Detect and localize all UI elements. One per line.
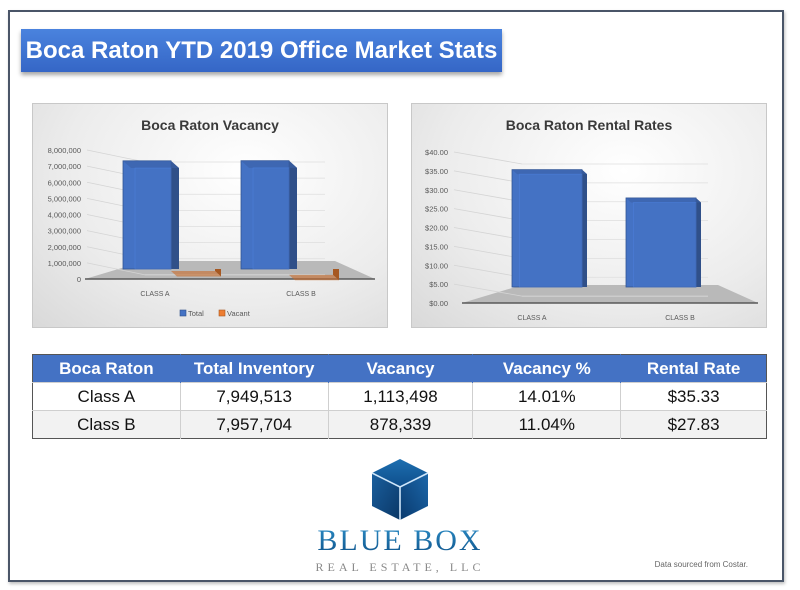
cell-vacancy: 1,113,498 bbox=[328, 382, 474, 411]
bar-total-class-b-front bbox=[240, 160, 290, 270]
y-tick-label: 7,000,000 bbox=[48, 162, 81, 171]
bar-vacant-class-b-side bbox=[333, 269, 339, 281]
bar-rental-rate-class-a-side bbox=[582, 169, 587, 287]
bar-total-class-b-side bbox=[289, 160, 297, 269]
gridline-diag bbox=[453, 170, 523, 184]
chart-floor bbox=[462, 285, 758, 303]
y-tick-label: 2,000,000 bbox=[48, 243, 81, 252]
cell-vacancy-percent: 14.01% bbox=[472, 382, 622, 411]
gridline-diag bbox=[86, 262, 146, 276]
table-row: Class A 7,949,513 1,113,498 14.01% $35.3… bbox=[32, 382, 767, 411]
y-tick-label: $35.00 bbox=[425, 167, 448, 176]
bar-rental-rate-class-b-front bbox=[625, 197, 697, 288]
x-tick-label: CLASS A bbox=[140, 291, 170, 298]
header-rental-rate: Rental Rate bbox=[620, 354, 767, 383]
bar-total-class-a bbox=[122, 160, 179, 270]
rental-rates-chart: Boca Raton Rental Rates $0.00 $5.00 $10.00… bbox=[411, 103, 767, 328]
gridline-diag bbox=[453, 264, 523, 278]
cell-vacancy: 878,339 bbox=[328, 410, 474, 439]
source-note: Data sourced from Costar. bbox=[654, 560, 748, 569]
blue-box-logo: BLUE BOX REAL ESTATE, LLC bbox=[310, 456, 490, 580]
header-vacancy-percent: Vacancy % bbox=[472, 354, 622, 383]
cell-rental-rate: $27.83 bbox=[620, 410, 767, 439]
y-tick-label: 3,000,000 bbox=[48, 227, 81, 236]
market-stats-table: Boca Raton Total Inventory Vacancy Vacan… bbox=[32, 354, 767, 439]
x-tick-label: CLASS B bbox=[286, 291, 316, 298]
gridline-diag bbox=[453, 227, 523, 240]
cell-rental-rate: $35.33 bbox=[620, 382, 767, 411]
bar-total-class-a-top bbox=[123, 160, 179, 169]
bar-vacant-class-b-top bbox=[289, 274, 339, 281]
table-row: Class B 7,957,704 878,339 11.04% $27.83 bbox=[32, 410, 767, 439]
rental-rates-chart-plot: $0.00 $5.00 $10.00 $15.00 $20.00 $25.00 $30.00… bbox=[425, 148, 758, 322]
y-tick-label: 8,000,000 bbox=[48, 146, 81, 155]
y-tick-label: $5.00 bbox=[429, 280, 448, 289]
cell-total-inventory: 7,949,513 bbox=[180, 382, 329, 411]
gridline-diag bbox=[453, 151, 523, 165]
y-tick-label: $15.00 bbox=[425, 242, 448, 251]
vacancy-chart-plot: 0 1,000,000 2,000,000 3,000,000 4,000,000 5,0… bbox=[48, 146, 375, 318]
logo-subtitle: REAL ESTATE, LLC bbox=[315, 560, 485, 574]
gridline-diag bbox=[86, 149, 146, 163]
y-tick-label: 1,000,000 bbox=[48, 259, 81, 268]
bar-rental-rate-class-b-side bbox=[696, 197, 701, 287]
x-tick-label: CLASS B bbox=[665, 315, 695, 322]
gridline-diag bbox=[453, 189, 523, 203]
bar-vacant-class-a-top bbox=[171, 271, 221, 277]
legend-label-total: Total bbox=[188, 309, 204, 318]
legend-swatch-vacant bbox=[218, 309, 226, 317]
vacancy-chart-title: Boca Raton Vacancy bbox=[141, 117, 279, 133]
bar-total-class-b bbox=[240, 160, 297, 270]
cell-class: Class B bbox=[32, 410, 181, 439]
vacancy-chart: Boca Raton Vacancy 0 1,000,000 2,000,000 3,… bbox=[32, 103, 388, 328]
gridline-diag bbox=[453, 283, 523, 297]
logo-name: BLUE BOX bbox=[310, 524, 490, 558]
page-title-banner: Boca Raton YTD 2019 Office Market Stats bbox=[21, 29, 502, 72]
y-tick-label: $0.00 bbox=[429, 299, 448, 308]
y-tick-label: $40.00 bbox=[425, 148, 448, 157]
bar-vacant-class-a bbox=[171, 269, 221, 277]
rental-rates-chart-title: Boca Raton Rental Rates bbox=[505, 117, 673, 133]
page-title: Boca Raton YTD 2019 Office Market Stats bbox=[25, 36, 498, 64]
cell-total-inventory: 7,957,704 bbox=[180, 410, 329, 439]
y-tick-label: $10.00 bbox=[425, 261, 448, 270]
cell-class: Class A bbox=[32, 382, 181, 411]
bar-total-class-b-top bbox=[241, 160, 297, 168]
bar-rental-rate-class-a-top bbox=[512, 169, 587, 175]
y-tick-label: $20.00 bbox=[425, 224, 448, 233]
bar-rental-rate-class-b bbox=[625, 197, 701, 288]
y-tick-label: 6,000,000 bbox=[48, 178, 81, 187]
gridline-diag bbox=[453, 208, 523, 222]
legend-swatch-total bbox=[179, 309, 187, 317]
header-vacancy: Vacancy bbox=[328, 354, 474, 383]
table-header-row: Boca Raton Total Inventory Vacancy Vacan… bbox=[32, 354, 767, 383]
y-tick-label: $30.00 bbox=[425, 186, 448, 195]
y-tick-label: 0 bbox=[77, 275, 81, 284]
y-tick-label: 5,000,000 bbox=[48, 194, 81, 203]
gridline-diag bbox=[453, 245, 523, 259]
bar-rental-rate-class-b-top bbox=[626, 197, 701, 203]
bar-vacant-class-b bbox=[289, 269, 339, 281]
bar-total-class-a-front bbox=[122, 160, 172, 270]
x-tick-label: CLASS A bbox=[517, 315, 547, 322]
y-tick-label: 4,000,000 bbox=[48, 211, 81, 220]
bar-total-class-a-side bbox=[171, 160, 179, 269]
bar-rental-rate-class-a-front bbox=[511, 169, 583, 288]
header-market: Boca Raton bbox=[32, 354, 181, 383]
header-total-inventory: Total Inventory bbox=[180, 354, 329, 383]
bar-rental-rate-class-a bbox=[511, 169, 587, 288]
cell-vacancy-percent: 11.04% bbox=[472, 410, 622, 439]
legend-label-vacant: Vacant bbox=[227, 309, 251, 318]
cube-icon bbox=[371, 459, 429, 520]
bar-vacant-class-a-side bbox=[215, 269, 221, 277]
y-tick-label: $25.00 bbox=[425, 205, 448, 214]
